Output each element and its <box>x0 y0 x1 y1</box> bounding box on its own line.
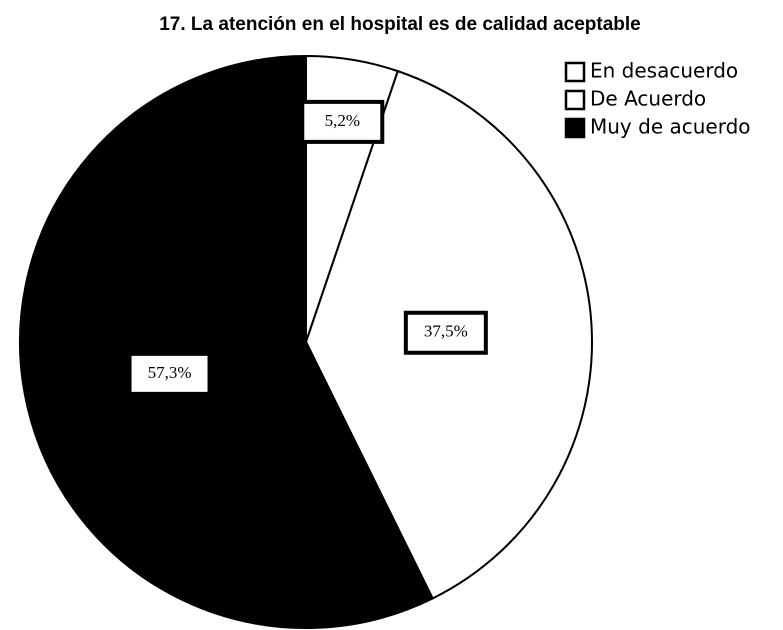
label-box <box>300 99 385 144</box>
data-label: 37,5% <box>424 322 468 341</box>
legend-label: Muy de acuerdo <box>590 115 751 139</box>
label-box <box>127 351 212 396</box>
legend-swatch <box>564 117 586 139</box>
label-box <box>403 310 488 355</box>
legend-swatch <box>564 89 586 111</box>
data-label: 57,3% <box>148 363 192 382</box>
data-label: 5,2% <box>325 111 360 130</box>
pie-slice <box>19 54 434 629</box>
legend-swatch <box>564 61 586 83</box>
chart-title: 17. La atención en el hospital es de cal… <box>159 14 641 35</box>
legend-label: En desacuerdo <box>590 59 738 83</box>
legend-label: De Acuerdo <box>590 87 706 111</box>
